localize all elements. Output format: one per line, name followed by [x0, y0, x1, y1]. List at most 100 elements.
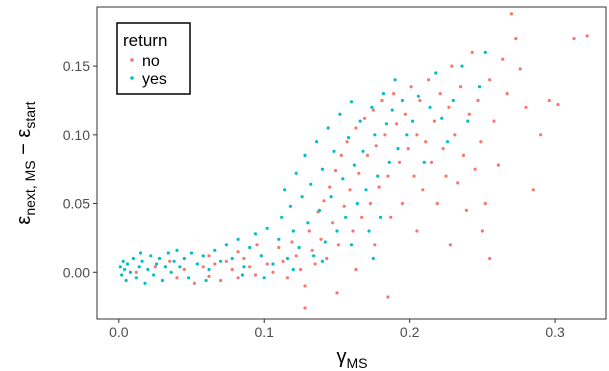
legend: return no yes	[116, 22, 191, 95]
point-yes-73	[370, 105, 374, 109]
point-no-105	[448, 243, 452, 247]
point-yes-7	[131, 256, 135, 261]
point-yes-46	[291, 229, 295, 233]
point-no-107	[480, 229, 484, 233]
point-no-27	[313, 262, 317, 266]
point-yes-31	[219, 259, 223, 263]
point-yes-51	[306, 221, 310, 225]
point-yes-92	[451, 98, 455, 103]
x-tick-label-2: 0.2	[400, 324, 420, 340]
point-yes-44	[285, 256, 290, 261]
x-axis-title: γMS	[337, 346, 368, 371]
point-yes-53	[312, 254, 316, 258]
point-yes-49	[300, 195, 304, 199]
point-no-64	[421, 188, 425, 192]
point-no-81	[470, 50, 474, 55]
point-no-48	[374, 144, 378, 148]
point-yes-52	[309, 182, 313, 186]
point-no-91	[509, 12, 514, 16]
point-no-11	[236, 276, 240, 280]
point-no-98	[556, 103, 560, 107]
point-yes-26	[189, 251, 194, 255]
point-no-32	[328, 185, 332, 189]
point-no-44	[363, 116, 367, 120]
point-no-70	[438, 92, 442, 96]
point-no-63	[418, 98, 422, 103]
y-tick-label-1: 0.05	[63, 196, 90, 212]
x-tick-label-1: 0.1	[255, 324, 275, 340]
point-yes-87	[422, 160, 426, 164]
point-yes-60	[332, 149, 336, 153]
point-no-37	[342, 204, 346, 208]
point-no-36	[339, 153, 343, 157]
point-yes-102	[240, 273, 244, 277]
point-yes-30	[213, 248, 217, 252]
x-tick-label-0: 0.0	[109, 324, 129, 340]
point-no-71	[441, 147, 445, 151]
point-no-104	[415, 229, 419, 233]
point-no-16	[265, 262, 269, 266]
point-no-20	[285, 276, 290, 280]
point-no-67	[429, 160, 434, 164]
point-yes-55	[317, 208, 322, 212]
point-no-60	[409, 85, 413, 89]
point-no-17	[271, 270, 275, 274]
point-no-75	[453, 133, 457, 137]
x-axis-title-symbol: γ	[337, 346, 347, 368]
point-no-46	[368, 201, 372, 206]
point-no-25	[307, 229, 311, 233]
x-axis: 0.0 0.1 0.2 0.3	[109, 319, 565, 340]
point-yes-88	[428, 105, 432, 109]
point-yes-65	[347, 136, 351, 140]
point-yes-47	[294, 171, 298, 175]
point-no-99	[572, 37, 576, 41]
point-yes-33	[230, 256, 234, 261]
point-no-109	[354, 267, 358, 272]
point-no-52	[386, 174, 390, 178]
point-no-61	[412, 174, 416, 178]
point-yes-78	[384, 122, 388, 126]
point-yes-90	[440, 116, 444, 120]
point-yes-42	[280, 215, 284, 219]
legend-label-no: no	[142, 53, 160, 70]
point-yes-14	[152, 273, 156, 277]
point-no-45	[365, 153, 370, 157]
point-no-40	[351, 229, 355, 233]
point-yes-13	[149, 254, 153, 258]
point-yes-96	[483, 50, 487, 55]
point-yes-10	[140, 259, 144, 263]
point-no-106	[488, 256, 492, 261]
point-yes-17	[160, 278, 164, 283]
point-yes-75	[376, 174, 380, 178]
point-no-49	[377, 185, 381, 189]
point-yes-94	[466, 119, 470, 123]
point-yes-100	[371, 256, 375, 261]
points-layer	[118, 12, 589, 310]
point-no-12	[242, 256, 246, 261]
point-no-3	[182, 267, 186, 272]
point-yes-41	[277, 237, 281, 241]
point-yes-6	[128, 270, 132, 274]
point-yes-101	[262, 276, 266, 280]
point-yes-2	[121, 259, 125, 263]
point-no-79	[464, 208, 468, 212]
point-no-103	[303, 306, 307, 310]
y-axis-title: εnext, MS − εstart	[13, 101, 38, 224]
point-yes-72	[367, 229, 371, 233]
point-no-33	[331, 221, 335, 225]
point-yes-48	[297, 245, 301, 250]
point-yes-104	[139, 251, 143, 255]
point-no-88	[496, 163, 500, 167]
point-no-53	[389, 215, 393, 219]
point-yes-23	[178, 265, 182, 269]
point-yes-89	[434, 71, 438, 75]
point-no-112	[207, 254, 211, 258]
point-yes-16	[157, 256, 162, 261]
point-no-51	[383, 133, 387, 137]
point-yes-24	[182, 256, 186, 261]
x-tick-label-3: 0.3	[545, 324, 565, 340]
point-yes-22	[175, 248, 179, 252]
point-no-58	[403, 112, 407, 116]
point-no-43	[360, 215, 364, 219]
point-no-5	[201, 265, 205, 269]
